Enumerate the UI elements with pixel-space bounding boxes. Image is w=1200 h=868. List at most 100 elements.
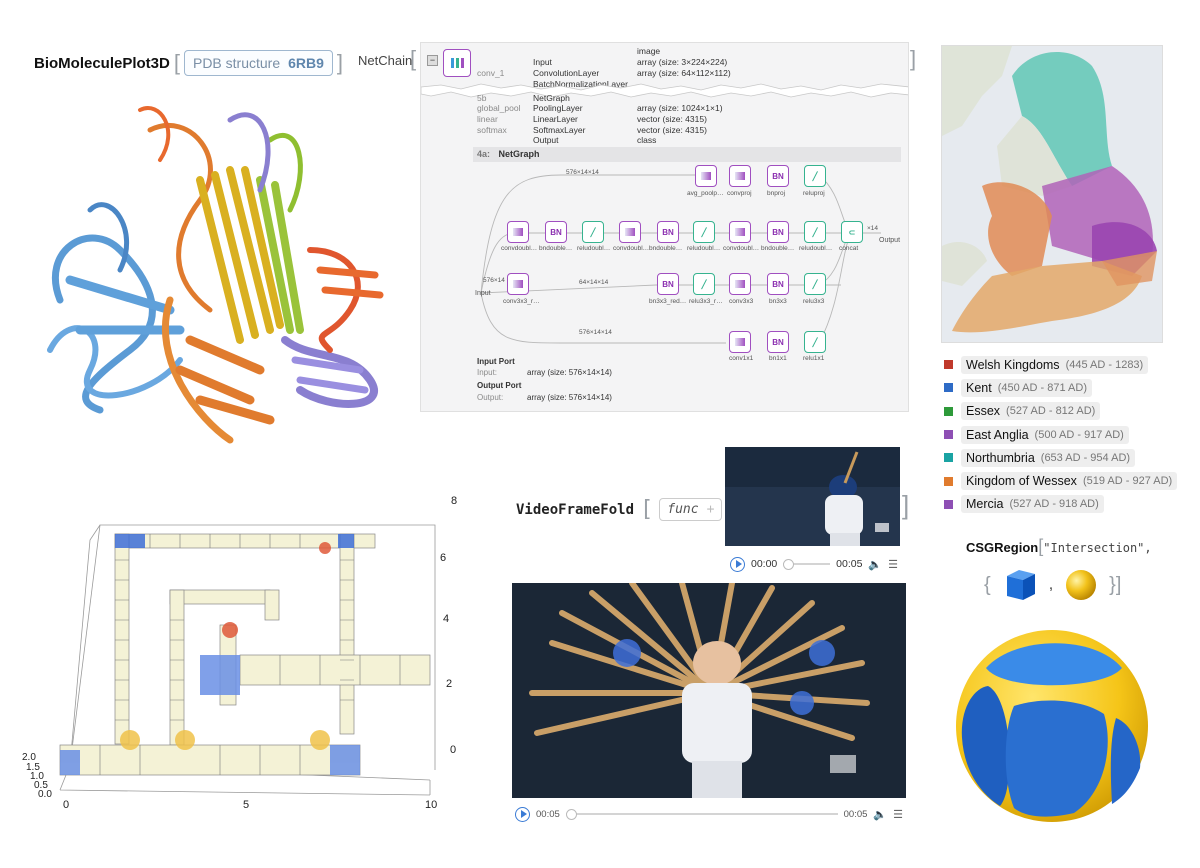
menu-icon[interactable]: ☰ bbox=[888, 558, 898, 571]
play-icon[interactable] bbox=[730, 556, 745, 572]
csg-header: CSGRegion["Intersection", bbox=[966, 536, 1152, 557]
netchain-open-bracket: [ bbox=[410, 46, 417, 71]
node-bnproj[interactable]: BN bbox=[767, 165, 789, 187]
node-avg-pool[interactable] bbox=[695, 165, 717, 187]
input-port-heading: Input Port bbox=[477, 357, 515, 366]
node-bn-d2-label: bndouble… bbox=[649, 245, 683, 252]
node-conv1[interactable] bbox=[729, 331, 751, 353]
netchain-icon[interactable] bbox=[443, 49, 471, 77]
legend-item[interactable]: East Anglia (500 AD - 917 AD) bbox=[944, 423, 1177, 446]
play-icon[interactable] bbox=[515, 806, 530, 822]
input-port-key: Input: bbox=[477, 368, 498, 377]
node-conv-d1-label: convdoubl… bbox=[501, 245, 538, 252]
subgraph-header[interactable]: 4a: NetGraph bbox=[473, 147, 901, 162]
bn-text: BN bbox=[772, 337, 784, 347]
legend-name: Kingdom of Wessex bbox=[966, 474, 1077, 489]
pdb-structure-entity[interactable]: PDB structure 6RB9 bbox=[183, 50, 333, 76]
node-convproj-label: convproj bbox=[727, 190, 752, 197]
y-tick-label: 2.0 bbox=[22, 752, 36, 763]
folded-video-frame[interactable] bbox=[512, 583, 906, 798]
node-reluproj-label: reluproj bbox=[803, 190, 825, 197]
node-bn-d1[interactable]: BN bbox=[545, 221, 567, 243]
y-tick-label: 1.0 bbox=[30, 771, 44, 782]
node-relu1[interactable]: ╱ bbox=[804, 331, 826, 353]
node-relu3-reduce[interactable]: ╱ bbox=[693, 273, 715, 295]
sphere-icon[interactable] bbox=[1063, 567, 1099, 603]
node-bn-d2[interactable]: BN bbox=[657, 221, 679, 243]
x-tick-label: 0 bbox=[63, 799, 70, 811]
edge-label-bottom: 576×14×14 bbox=[579, 329, 612, 336]
net-row-name: linear bbox=[477, 114, 498, 124]
node-concat[interactable]: ⊂ bbox=[841, 221, 863, 243]
func-argument[interactable]: func + bbox=[659, 498, 723, 521]
node-reluproj[interactable]: ╱ bbox=[804, 165, 826, 187]
net-row-type: image bbox=[637, 46, 661, 56]
batter-frame-small bbox=[725, 447, 900, 546]
node-bn3[interactable]: BN bbox=[767, 273, 789, 295]
legend-item[interactable]: Northumbria (653 AD - 954 AD) bbox=[944, 446, 1177, 469]
z-tick-label: 6 bbox=[440, 552, 447, 564]
node-conv3-reduce[interactable] bbox=[507, 273, 529, 295]
csg-region-list: { , }] bbox=[984, 566, 1121, 604]
big-time-total: 00:05 bbox=[843, 808, 868, 820]
output-port-value: array (size: 576×14×14) bbox=[527, 393, 612, 402]
net-row-type: array (size: 1024×1×1) bbox=[637, 103, 723, 113]
net-row-layer: PoolingLayer bbox=[533, 103, 583, 113]
csg-intersection-result[interactable] bbox=[954, 628, 1150, 824]
node-relu-d3[interactable]: ╱ bbox=[804, 221, 826, 243]
legend-dates: (653 AD - 954 AD) bbox=[1040, 451, 1131, 464]
node-convproj[interactable] bbox=[729, 165, 751, 187]
csg-function-name: CSGRegion bbox=[966, 540, 1039, 555]
legend-dates: (450 AD - 871 AD) bbox=[997, 381, 1087, 394]
csg-open-bracket: [ bbox=[1038, 536, 1044, 556]
plus-icon[interactable]: + bbox=[706, 502, 715, 517]
legend-item[interactable]: Mercia (527 AD - 918 AD) bbox=[944, 493, 1177, 516]
bn-text: BN bbox=[662, 279, 674, 289]
anglo-saxon-map[interactable] bbox=[941, 45, 1163, 343]
node-relu-d1[interactable]: ╱ bbox=[582, 221, 604, 243]
net-row-layer: ConvolutionLayer bbox=[533, 68, 600, 78]
node-bn-d3[interactable]: BN bbox=[767, 221, 789, 243]
node-conv-d1[interactable] bbox=[507, 221, 529, 243]
net-row-layer: BatchNormalizationLayer bbox=[533, 79, 628, 89]
collapse-toggle-icon[interactable]: − bbox=[427, 55, 438, 66]
legend-name: East Anglia bbox=[966, 427, 1029, 442]
legend-swatch bbox=[944, 499, 953, 509]
node-conv-d2[interactable] bbox=[619, 221, 641, 243]
subgraph-name: NetGraph bbox=[498, 149, 540, 159]
vff-open-bracket: [ bbox=[640, 497, 654, 522]
z-tick-label: 8 bbox=[451, 495, 458, 507]
protein-ribbon-render[interactable] bbox=[30, 100, 420, 460]
graph-output-label: Output bbox=[879, 237, 901, 244]
node-relu3[interactable]: ╱ bbox=[804, 273, 826, 295]
output-port-heading: Output Port bbox=[477, 381, 522, 390]
legend-item[interactable]: Essex (527 AD - 812 AD) bbox=[944, 400, 1177, 423]
net-row-layer: Input bbox=[533, 57, 552, 67]
node-relu-d2[interactable]: ╱ bbox=[693, 221, 715, 243]
cube-icon[interactable] bbox=[1001, 566, 1039, 604]
video-thumbnail-small[interactable] bbox=[725, 447, 900, 546]
node-conv3[interactable] bbox=[729, 273, 751, 295]
legend-item[interactable]: Kent (450 AD - 871 AD) bbox=[944, 376, 1177, 399]
3d-field-plot[interactable] bbox=[20, 490, 460, 810]
output-port-key: Output: bbox=[477, 393, 504, 402]
volume-icon[interactable]: 🔈 bbox=[868, 558, 883, 571]
y-tick-label: 1.5 bbox=[26, 762, 40, 773]
node-bn1[interactable]: BN bbox=[767, 331, 789, 353]
legend-item[interactable]: Kingdom of Wessex (519 AD - 927 AD) bbox=[944, 469, 1178, 492]
torn-edge bbox=[421, 83, 908, 98]
bn-text: BN bbox=[550, 227, 562, 237]
y-tick-label: 0.5 bbox=[34, 780, 48, 791]
y-tick-label: 0.0 bbox=[38, 789, 52, 800]
folded-batter-frame bbox=[512, 583, 906, 798]
z-tick-label: 0 bbox=[450, 744, 457, 756]
legend-item[interactable]: Welsh Kingdoms (445 AD - 1283) bbox=[944, 353, 1177, 376]
menu-icon[interactable]: ☰ bbox=[893, 808, 903, 821]
small-seek-bar[interactable] bbox=[783, 559, 831, 570]
node-conv-d3[interactable] bbox=[729, 221, 751, 243]
legend-swatch bbox=[944, 360, 953, 370]
node-bn3-reduce[interactable]: BN bbox=[657, 273, 679, 295]
volume-icon[interactable]: 🔈 bbox=[873, 808, 888, 821]
big-seek-bar[interactable] bbox=[565, 809, 838, 820]
node-relu-d2-label: reludoubl… bbox=[687, 245, 721, 252]
